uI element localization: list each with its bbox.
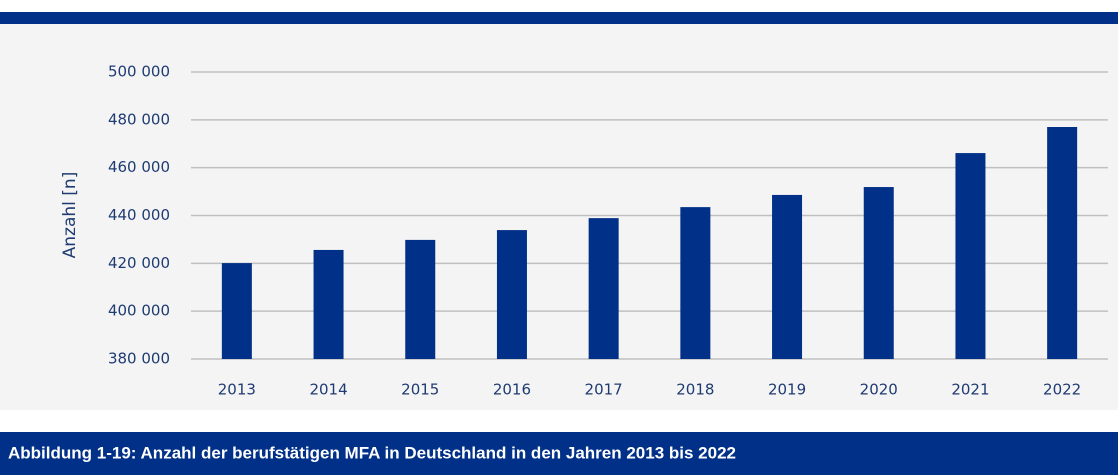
- x-tick-label: 2013: [218, 381, 256, 399]
- bar: [863, 187, 894, 359]
- x-tick-label: 2015: [401, 381, 439, 399]
- x-tick-label: 2014: [309, 381, 347, 399]
- x-tick-label: 2019: [768, 381, 806, 399]
- y-tick-label: 500 000: [108, 63, 170, 81]
- bar: [772, 194, 803, 359]
- bar: [955, 153, 986, 359]
- bar: [1047, 127, 1078, 359]
- bar: [221, 263, 252, 359]
- y-tick-label: 460 000: [108, 158, 170, 176]
- y-tick-label: 480 000: [108, 110, 170, 128]
- top-band: [0, 12, 1118, 24]
- bar: [405, 239, 436, 359]
- bar: [680, 207, 711, 359]
- y-tick-label: 400 000: [108, 302, 170, 320]
- bar: [496, 230, 527, 359]
- bar: [588, 218, 619, 359]
- x-tick-label: 2017: [585, 381, 623, 399]
- x-tick-label: 2022: [1043, 381, 1081, 399]
- chart-background: [0, 24, 1118, 410]
- x-tick-label: 2021: [951, 381, 989, 399]
- caption: Abbildung 1-19: Anzahl der berufstätigen…: [8, 443, 736, 462]
- bar: [313, 249, 344, 359]
- y-tick-label: 420 000: [108, 254, 170, 272]
- y-axis-label: Anzahl [n]: [60, 172, 80, 259]
- caption-band: [0, 432, 1118, 475]
- x-tick-label: 2020: [860, 381, 898, 399]
- x-tick-label: 2018: [676, 381, 714, 399]
- x-tick-label: 2016: [493, 381, 531, 399]
- y-tick-label: 380 000: [108, 350, 170, 368]
- y-tick-label: 440 000: [108, 206, 170, 224]
